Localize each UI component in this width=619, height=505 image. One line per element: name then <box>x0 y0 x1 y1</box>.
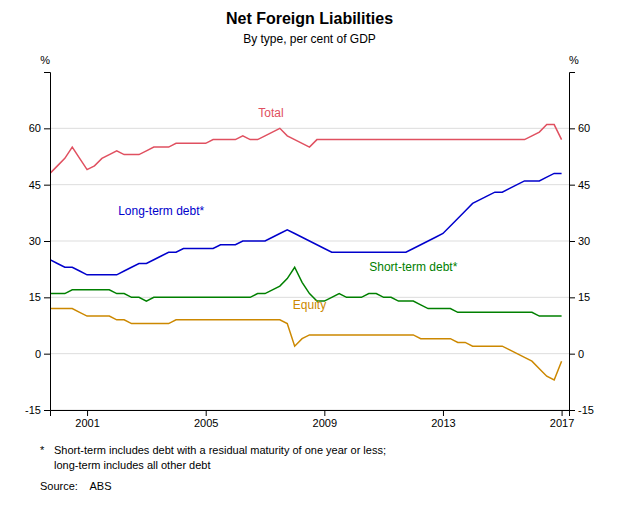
tick-label: 45 <box>578 179 590 191</box>
tick: 0 <box>35 348 50 360</box>
y-axis-line <box>44 73 51 411</box>
y2-axis-line <box>570 73 576 411</box>
tick-label: 15 <box>29 291 41 303</box>
tick-mark <box>44 297 50 298</box>
tick-label: 2001 <box>75 417 99 429</box>
series-labels: Total Long-term debt* Short-term debt* Equi… <box>118 106 457 312</box>
tick-label: 60 <box>29 122 41 134</box>
tick-mark <box>44 185 50 186</box>
tick-mark <box>324 410 325 416</box>
tick-label: -15 <box>25 404 41 416</box>
tick: 2013 <box>431 410 455 429</box>
tick-mark <box>569 241 575 242</box>
footnote-marker: * <box>40 444 45 456</box>
x-axis: 2001 2005 2009 2013 2017 <box>51 410 575 429</box>
tick: 60 <box>569 122 590 134</box>
tick: 30 <box>29 235 50 247</box>
series-label: Short-term debt* <box>369 260 457 274</box>
tick-label: 60 <box>578 122 590 134</box>
tick: -15 <box>25 404 50 416</box>
footnote: Short-term includes debt with a residual… <box>54 444 386 456</box>
series-line <box>50 267 562 316</box>
tick-mark <box>206 410 207 416</box>
tick-label: 0 <box>35 348 41 360</box>
tick-label: 15 <box>578 291 590 303</box>
tick-label: 30 <box>29 235 41 247</box>
tick-mark <box>562 410 563 416</box>
grid-line <box>50 353 569 354</box>
tick-mark <box>569 354 575 355</box>
title: Net Foreign Liabilities <box>226 10 393 27</box>
plot: 2001 2005 2009 2013 2017 -15 0 15 30 45 60 -15 0 15 30… <box>25 54 594 429</box>
chart: Net Foreign Liabilities By type, per cent… <box>0 0 619 505</box>
grid-line <box>50 128 569 129</box>
tick-mark <box>569 297 575 298</box>
lines <box>50 125 562 380</box>
tick-mark <box>44 354 50 355</box>
y-axis: -15 0 15 30 45 60 <box>25 73 50 417</box>
tick-mark <box>44 241 50 242</box>
series-line <box>50 173 562 274</box>
tick: 30 <box>569 235 590 247</box>
source: Source: ABS <box>40 480 112 492</box>
tick-mark <box>569 410 575 411</box>
tick: 15 <box>569 291 590 303</box>
tick-mark <box>569 185 575 186</box>
subtitle: By type, per cent of GDP <box>243 32 376 46</box>
tick-mark <box>569 128 575 129</box>
series-label: Equity <box>293 298 326 312</box>
tick: 60 <box>29 122 50 134</box>
series-line <box>50 309 562 380</box>
tick-label: 2013 <box>431 417 455 429</box>
tick-mark <box>44 128 50 129</box>
tick: -15 <box>569 404 594 416</box>
tick: 45 <box>29 179 50 191</box>
y2-axis-title: % <box>569 54 579 66</box>
grid <box>50 128 569 410</box>
series-line <box>50 125 562 174</box>
tick: 2005 <box>194 410 218 429</box>
tick-label: 2009 <box>313 417 337 429</box>
series-label: Total <box>258 106 283 120</box>
tick-label: 45 <box>29 179 41 191</box>
y2-axis: -15 0 15 30 45 60 <box>569 73 594 417</box>
footnote: long-term includes all other debt <box>54 459 211 471</box>
tick: 0 <box>569 348 584 360</box>
tick-mark <box>87 410 88 416</box>
y-axis-title: % <box>40 54 50 66</box>
tick-label: 30 <box>578 235 590 247</box>
tick-label: 2005 <box>194 417 218 429</box>
tick: 2001 <box>75 410 99 429</box>
tick-mark <box>443 410 444 416</box>
tick: 2017 <box>550 410 574 429</box>
tick-mark <box>44 410 50 411</box>
tick: 15 <box>29 291 50 303</box>
x-axis-line <box>51 411 570 417</box>
tick-label: 0 <box>578 348 584 360</box>
tick-label: 2017 <box>550 417 574 429</box>
tick: 2009 <box>313 410 337 429</box>
tick: 45 <box>569 179 590 191</box>
series-label: Long-term debt* <box>118 204 204 218</box>
tick-label: -15 <box>578 404 594 416</box>
grid-line <box>50 184 569 185</box>
